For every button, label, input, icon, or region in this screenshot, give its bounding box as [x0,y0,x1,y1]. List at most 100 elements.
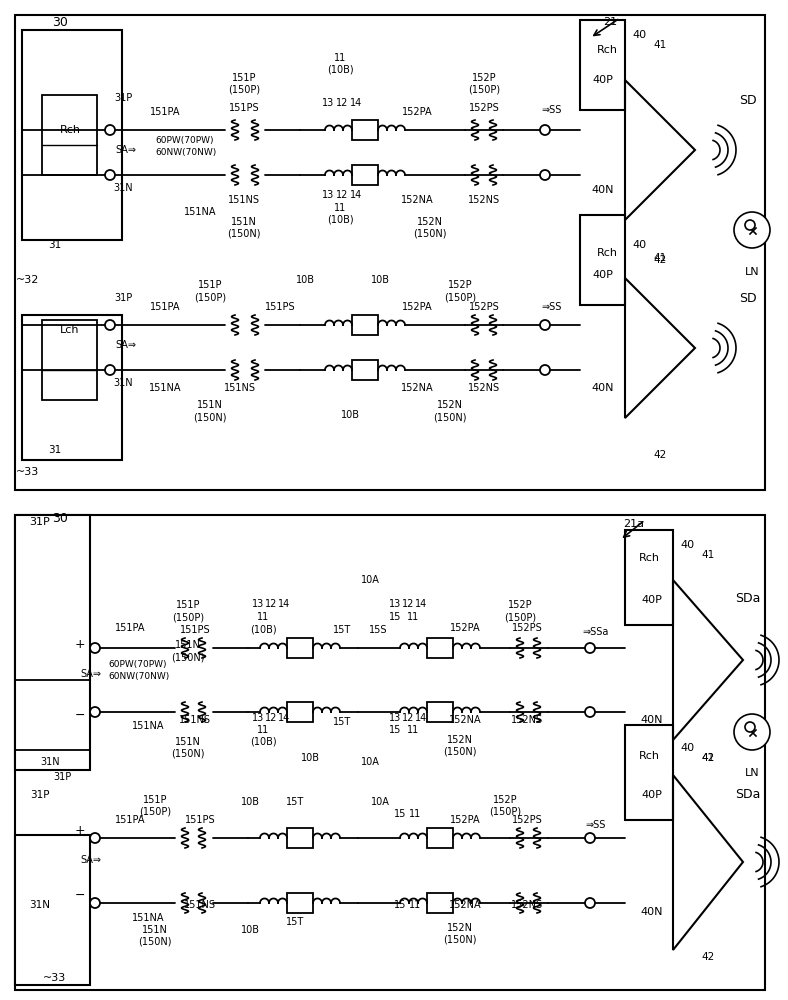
Text: 31N: 31N [113,378,133,388]
Text: −: − [75,888,85,902]
Bar [287,828,313,848]
Circle shape [90,707,100,717]
Text: 31P: 31P [30,790,50,800]
Text: 15T: 15T [333,625,351,635]
Text: SA⇒: SA⇒ [115,340,136,350]
Bar [42,95,97,175]
Text: Rch: Rch [60,125,80,135]
Text: 11: 11 [334,203,346,213]
Text: 151N: 151N [197,400,223,410]
Text: (10B): (10B) [250,737,277,747]
Text: 30: 30 [52,15,68,28]
Text: 152PA: 152PA [450,815,481,825]
Text: 40N: 40N [591,185,614,195]
Text: 40P: 40P [592,270,613,280]
Text: 60NW(70NW): 60NW(70NW) [155,148,216,157]
Text: 21a: 21a [623,519,645,529]
Bar [22,315,122,460]
Text: 152N: 152N [417,217,443,227]
Text: SD: SD [739,94,756,106]
Text: 41: 41 [701,550,715,560]
Text: 11: 11 [407,612,419,622]
Text: 14: 14 [350,190,362,200]
Text: 31P: 31P [30,517,50,527]
Text: 41: 41 [701,753,715,763]
Text: 12: 12 [336,98,348,108]
Text: 11: 11 [407,725,419,735]
Text: SDa: SDa [735,591,760,604]
Text: 15: 15 [388,725,401,735]
Text: 14: 14 [414,713,427,723]
Text: 40N: 40N [641,907,663,917]
Circle shape [745,220,755,230]
Text: 151P: 151P [198,280,222,290]
Text: 151NS: 151NS [184,900,216,910]
Text: 12: 12 [336,190,348,200]
Bar [15,515,90,770]
Text: 12: 12 [265,599,277,609]
Text: 152NA: 152NA [448,715,481,725]
Text: Rch: Rch [597,248,618,258]
Circle shape [540,125,550,135]
Text: Lch: Lch [60,325,80,335]
Text: 151NA: 151NA [149,383,181,393]
Text: 151N: 151N [175,737,201,747]
Text: Rch: Rch [638,751,660,761]
Bar [352,120,378,140]
Text: Rch: Rch [597,45,618,55]
Text: 152PS: 152PS [511,623,542,633]
Bar [287,702,313,722]
Text: SA⇒: SA⇒ [80,669,101,679]
Text: 12: 12 [265,713,277,723]
Text: 40P: 40P [641,595,663,605]
Text: LN: LN [745,267,760,277]
Text: 31P: 31P [114,93,132,103]
Text: ⇒SS: ⇒SS [542,105,562,115]
Text: 151P: 151P [176,600,200,610]
Text: 13: 13 [322,190,334,200]
Text: ⇒SS: ⇒SS [585,820,606,830]
Text: 30: 30 [52,512,68,524]
Text: LN: LN [745,768,760,778]
Text: 40N: 40N [591,383,614,393]
Circle shape [105,320,115,330]
Bar [15,15,765,490]
Text: (150N): (150N) [433,412,466,422]
Circle shape [585,833,595,843]
Text: (150N): (150N) [171,652,205,662]
Text: 15: 15 [388,612,401,622]
Text: 152NS: 152NS [511,715,543,725]
Text: (150P): (150P) [172,612,204,622]
Text: 40P: 40P [592,75,613,85]
Text: 11: 11 [334,53,346,63]
Text: 152N: 152N [447,735,473,745]
Text: 42: 42 [701,952,715,962]
Text: 40N: 40N [641,715,663,725]
Text: 40: 40 [681,743,695,753]
Text: (150N): (150N) [193,412,227,422]
Text: 152N: 152N [447,923,473,933]
Text: −: − [75,708,85,722]
Text: 152PS: 152PS [469,302,500,312]
Text: 13: 13 [252,599,264,609]
Text: 151PA: 151PA [115,623,145,633]
Text: 10B: 10B [370,275,389,285]
Text: 151N: 151N [175,640,201,650]
Text: 31: 31 [48,445,61,455]
Bar [427,638,453,658]
Text: (150N): (150N) [413,229,447,239]
Circle shape [734,714,770,750]
Text: (150P): (150P) [228,85,260,95]
Circle shape [734,212,770,248]
Text: 21: 21 [603,17,617,27]
Bar [580,215,625,305]
Text: 11: 11 [409,809,421,819]
Text: 151N: 151N [142,925,168,935]
Text: (150P): (150P) [504,612,536,622]
Bar [427,893,453,913]
Text: 10B: 10B [240,925,259,935]
Text: (150P): (150P) [194,292,226,302]
Text: 152PA: 152PA [402,302,433,312]
Text: ⇒SSa: ⇒SSa [583,627,609,637]
Text: 15T: 15T [333,717,351,727]
